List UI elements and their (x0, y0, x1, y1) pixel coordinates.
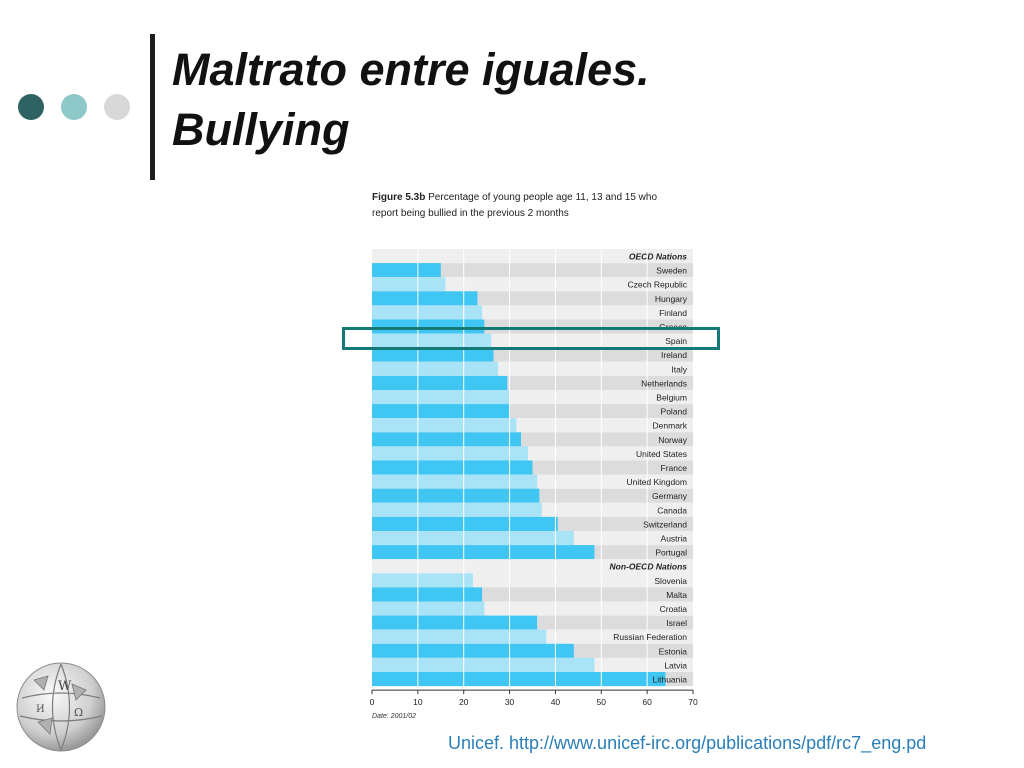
bar-latvia (372, 657, 595, 672)
bar-estonia (372, 643, 574, 658)
bar-slovenia (372, 573, 473, 588)
title-rule (150, 34, 155, 180)
decorative-dot-gray (104, 94, 130, 120)
bar-united-kingdom (372, 474, 538, 489)
bar-lithuania (372, 672, 666, 687)
x-tick-label: 70 (688, 697, 698, 707)
bar-malta (372, 587, 483, 602)
category-label: Switzerland (643, 519, 687, 529)
source-citation: Unicef. http://www.unicef-irc.org/public… (448, 733, 927, 753)
category-label: Norway (658, 435, 688, 445)
category-label: Finland (659, 308, 687, 318)
group-header-row (372, 249, 693, 264)
x-tick-label: 40 (551, 697, 561, 707)
x-tick-label: 10 (413, 697, 423, 707)
x-tick-label: 0 (370, 697, 375, 707)
decorative-dot-dark (18, 94, 44, 120)
x-tick-label: 30 (505, 697, 515, 707)
bar-denmark (372, 418, 517, 433)
category-label: Poland (661, 407, 688, 417)
category-label: Latvia (664, 660, 687, 670)
bar-hungary (372, 291, 478, 306)
group-header-row (372, 559, 693, 574)
svg-text:И: И (36, 704, 45, 715)
bar-france (372, 460, 533, 475)
bar-portugal (372, 545, 595, 560)
category-label: Italy (671, 364, 687, 374)
category-label: United States (636, 449, 687, 459)
category-label: Denmark (653, 421, 688, 431)
category-label: Slovenia (654, 576, 687, 586)
decorative-dot-teal (61, 94, 87, 120)
bar-czech-republic (372, 277, 446, 292)
bullying-bar-chart: OECD Nations Non-OECD Nations Sweden Czech … (370, 249, 698, 720)
bar-finland (372, 305, 483, 320)
spain-highlight-box (342, 327, 720, 350)
bar-russian-federation (372, 629, 547, 644)
bar-united-states (372, 446, 528, 461)
figure-label: Figure 5.3b (372, 192, 426, 203)
x-tick-label: 60 (642, 697, 652, 707)
category-label: Germany (652, 491, 688, 501)
bar-ireland (372, 347, 494, 362)
figure-title: Figure 5.3b Percentage of young people a… (372, 190, 662, 222)
category-label: Croatia (660, 604, 688, 614)
bar-netherlands (372, 375, 508, 390)
slide-title: Maltrato entre iguales. Bullying (172, 40, 650, 160)
category-label: Portugal (655, 548, 687, 558)
category-label: Spain (665, 336, 687, 346)
category-label: Estonia (659, 646, 688, 656)
bar-spain (372, 333, 492, 348)
x-tick-label: 20 (459, 697, 469, 707)
slide-title-line-2: Bullying (172, 104, 350, 155)
category-label: Ireland (661, 350, 687, 360)
group-header-label: Non-OECD Nations (610, 562, 688, 572)
category-label: Czech Republic (627, 280, 687, 290)
category-label: Netherlands (641, 378, 687, 388)
wikipedia-globe-icon: W Ω И (16, 662, 106, 752)
category-label: Canada (657, 505, 687, 515)
svg-text:W: W (58, 679, 72, 694)
bar-canada (372, 502, 542, 517)
bar-poland (372, 404, 510, 419)
category-label: Lithuania (652, 675, 687, 685)
bar-belgium (372, 390, 510, 405)
row-background (372, 263, 693, 278)
bar-switzerland (372, 516, 558, 531)
category-label: Israel (666, 618, 687, 628)
category-label: Belgium (656, 393, 687, 403)
figure-caption: Percentage of young people age 11, 13 an… (372, 192, 658, 219)
category-label: Russian Federation (613, 632, 687, 642)
bar-austria (372, 531, 574, 546)
date-note: Date: 2001/02 (372, 713, 416, 720)
category-label: United Kingdom (627, 477, 687, 487)
slide-title-line-1: Maltrato entre iguales. (172, 44, 650, 95)
bar-greece (372, 319, 485, 334)
category-label: Malta (666, 590, 687, 600)
category-label: Hungary (655, 294, 688, 304)
bar-sweden (372, 263, 441, 278)
svg-text:Ω: Ω (74, 706, 83, 719)
category-label: Sweden (656, 266, 687, 276)
category-label: Austria (661, 534, 688, 544)
bar-germany (372, 488, 540, 503)
bar-norway (372, 432, 522, 447)
row-background (372, 277, 693, 292)
bar-israel (372, 615, 538, 630)
bar-italy (372, 361, 499, 376)
bar-croatia (372, 601, 485, 616)
category-label: France (661, 463, 688, 473)
group-header-label: OECD Nations (629, 252, 687, 262)
x-tick-label: 50 (597, 697, 607, 707)
